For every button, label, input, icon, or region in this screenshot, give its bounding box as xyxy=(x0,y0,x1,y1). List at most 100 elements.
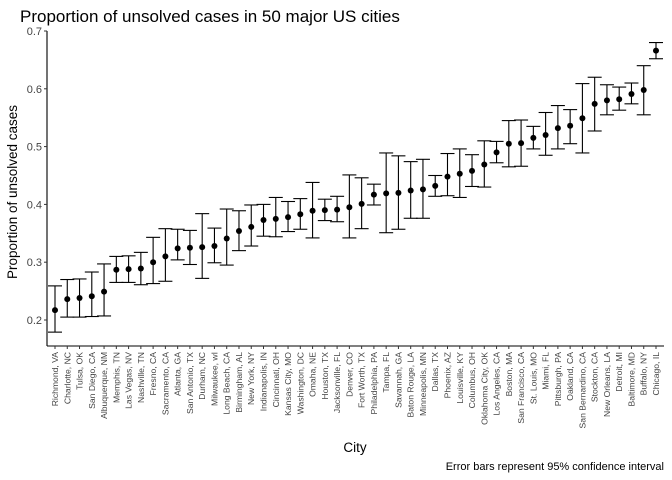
x-tick-label: Buffalo, NY xyxy=(639,352,649,396)
data-point xyxy=(101,288,108,295)
x-tick-label: San Bernardino, CA xyxy=(577,352,587,429)
data-point xyxy=(235,227,242,234)
x-tick-label: Pittsburgh, PA xyxy=(553,352,563,407)
x-tick-label: Tulsa, OK xyxy=(75,352,85,390)
x-axis-title: City xyxy=(343,440,366,455)
x-tick-label: Washington, DC xyxy=(295,352,305,414)
y-tick-label: 0.5 xyxy=(27,142,42,154)
data-point xyxy=(653,47,659,54)
x-tick-label: Kansas City, MO xyxy=(283,352,293,416)
data-point xyxy=(150,259,157,266)
x-axis: Richmond, VA Charlotte, NC Tulsa, OK San Di… xyxy=(47,345,664,429)
data-point xyxy=(444,173,451,180)
x-tick-label: Phoenix, AZ xyxy=(442,352,452,398)
x-tick-label: Jacksonville, FL xyxy=(332,352,342,413)
data-point xyxy=(260,217,267,223)
data-point xyxy=(616,96,623,103)
data-point xyxy=(272,215,279,222)
y-axis-title: Proportion of unsolved cases xyxy=(5,105,20,279)
data-point xyxy=(383,190,390,197)
data-point xyxy=(88,293,95,300)
x-tick-label: Columbus, OH xyxy=(467,352,477,408)
x-tick-label: Omaha, NE xyxy=(308,352,318,397)
data-point xyxy=(223,235,230,242)
data-point xyxy=(481,161,488,168)
data-point xyxy=(76,295,83,302)
data-point xyxy=(395,189,402,196)
data-point xyxy=(505,140,512,147)
x-tick-label: Minneapolis, MN xyxy=(418,352,428,416)
x-tick-label: San Francisco, CA xyxy=(516,352,526,424)
data-point xyxy=(248,223,255,230)
data-point xyxy=(579,115,586,122)
x-tick-label: Boston, MA xyxy=(504,352,514,397)
x-tick-label: Baltimore, MD xyxy=(626,352,636,406)
chart-title: Proportion of unsolved cases in 50 major… xyxy=(20,7,400,26)
data-point xyxy=(199,244,206,251)
y-tick-label: 0.3 xyxy=(27,257,42,269)
data-point xyxy=(334,206,341,213)
x-tick-label: Chicago, IL xyxy=(651,352,661,396)
x-tick-label: Birmingham, AL xyxy=(234,352,244,413)
data-point xyxy=(419,186,426,193)
x-tick-label: Cincinnati, OH xyxy=(271,352,281,407)
data-point xyxy=(285,214,292,221)
y-tick-label: 0.2 xyxy=(27,315,42,327)
x-tick-label: Miami, FL xyxy=(541,352,551,390)
x-tick-label: Fresno, CA xyxy=(148,352,158,396)
x-tick-label: Philadelphia, PA xyxy=(369,352,379,415)
x-tick-label: Las Vegas, NV xyxy=(124,352,134,409)
x-tick-label: Los Angeles, CA xyxy=(492,352,502,416)
data-point xyxy=(174,245,181,252)
data-point xyxy=(297,211,304,218)
x-tick-label: Atlanta, GA xyxy=(173,352,183,396)
data-point xyxy=(530,134,537,141)
data-point xyxy=(640,86,647,93)
x-tick-label: Houston, TX xyxy=(320,352,330,400)
x-tick-label: San Diego, CA xyxy=(87,352,97,409)
x-tick-label: New Orleans, LA xyxy=(602,352,612,417)
data-point xyxy=(211,243,218,250)
x-tick-label: San Antonio, TX xyxy=(185,352,195,414)
x-tick-label: Louisville, KY xyxy=(455,352,465,404)
data-point xyxy=(125,266,132,273)
x-tick-label: Indianapolis, IN xyxy=(259,352,269,411)
data-point xyxy=(591,100,598,107)
data-point xyxy=(137,265,144,272)
y-tick-label: 0.7 xyxy=(27,26,42,38)
x-tick-label: Albuquerque, NM xyxy=(99,352,109,419)
data-point xyxy=(628,91,635,97)
data-point xyxy=(603,97,610,104)
x-tick-label: Charlotte, NC xyxy=(62,352,72,404)
data-point xyxy=(554,125,561,132)
data-point xyxy=(113,266,120,273)
x-tick-label: St. Louis, MO xyxy=(528,352,538,404)
data-point xyxy=(309,207,316,214)
data-point xyxy=(469,167,476,174)
data-marks xyxy=(48,42,663,333)
data-point xyxy=(456,170,463,177)
chart-caption: Error bars represent 95% confidence inte… xyxy=(446,461,664,473)
x-tick-label: Tampa, FL xyxy=(381,352,391,393)
data-point xyxy=(346,204,353,211)
x-tick-label: Detroit, MI xyxy=(614,352,624,392)
x-tick-label: Nashville, TN xyxy=(136,352,146,403)
data-point xyxy=(542,132,549,139)
data-point xyxy=(518,140,525,147)
y-tick-label: 0.4 xyxy=(27,199,42,211)
x-tick-label: Oakland, CA xyxy=(565,352,575,401)
x-tick-label: New York, NY xyxy=(246,352,256,405)
y-axis: 0.2 0.3 0.4 0.5 0.6 0.7 xyxy=(27,26,48,346)
x-tick-label: Oklahoma City, OK xyxy=(479,352,489,425)
x-tick-label: Stockton, CA xyxy=(590,352,600,402)
data-point xyxy=(52,307,58,314)
x-tick-label: Richmond, VA xyxy=(50,352,60,407)
x-tick-label: Dallas, TX xyxy=(430,352,440,392)
data-point xyxy=(370,191,377,198)
x-tick-label: Long Beach, CA xyxy=(222,352,232,415)
data-point xyxy=(432,182,439,189)
x-tick-label: Denver, CO xyxy=(344,352,354,397)
x-tick-label: Durham, NC xyxy=(197,352,207,400)
y-tick-label: 0.6 xyxy=(27,84,42,96)
